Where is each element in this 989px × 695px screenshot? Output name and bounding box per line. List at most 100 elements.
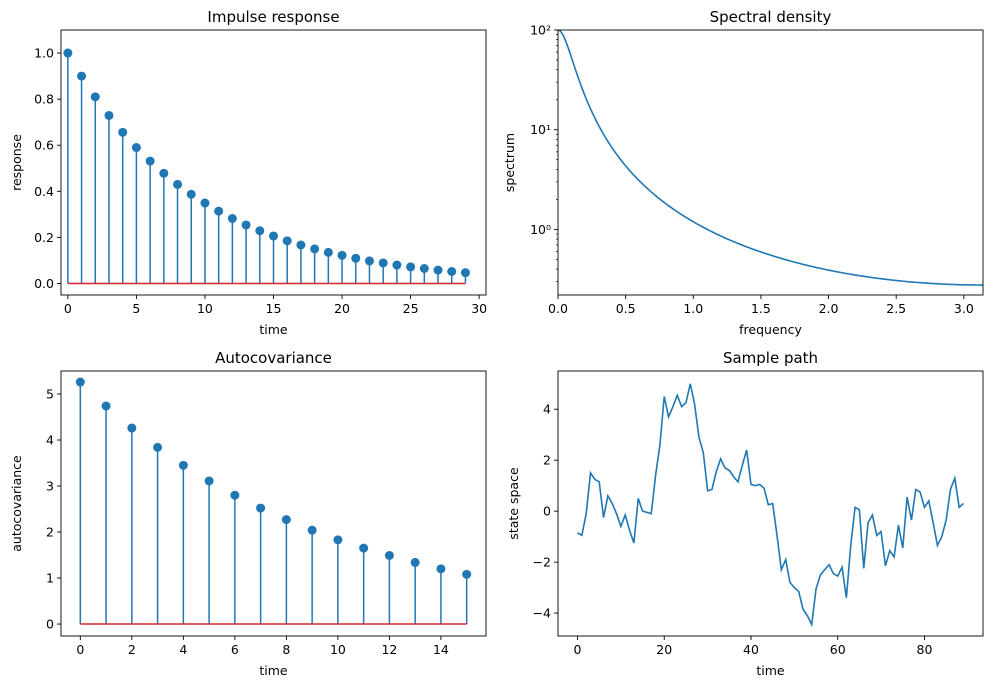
stem-marker <box>153 442 163 452</box>
y-axis-label: autocovariance <box>9 455 24 552</box>
stem-marker <box>204 476 214 486</box>
subplot-4: 0 20 40 60 80 −4 −2 0 2 4 Sample path time state spa… <box>506 349 984 678</box>
stem-marker <box>255 226 265 236</box>
stem-marker <box>337 250 347 260</box>
x-axis-label: time <box>756 663 785 678</box>
stem-marker <box>241 220 251 230</box>
x-axis-label: time <box>259 663 288 678</box>
stem-marker <box>227 213 237 223</box>
x-tick-label: 4 <box>179 642 187 657</box>
x-tick-label: 40 <box>743 642 759 657</box>
y-tick-label: 0.2 <box>34 230 54 245</box>
x-tick-label: 0 <box>76 642 84 657</box>
stem-marker <box>269 231 278 241</box>
plot-content <box>63 48 470 285</box>
stem-marker <box>77 71 87 81</box>
chart-title: Impulse response <box>207 8 339 26</box>
x-tick-label: 12 <box>381 642 397 657</box>
x-tick-label: 2.0 <box>819 301 839 316</box>
y-axis-label: spectrum <box>502 133 517 192</box>
y-tick-label: 10² <box>530 23 551 38</box>
stem-marker <box>75 377 85 387</box>
axes-frame <box>557 370 984 637</box>
stem-marker <box>351 253 361 263</box>
plot-content <box>75 377 472 625</box>
subplot-3: 0 2 4 6 8 10 12 14012345Autocovariancetimeautoc… <box>9 349 487 678</box>
stem-marker <box>323 247 333 257</box>
x-tick-label: 2.5 <box>886 301 906 316</box>
y-tick-label: 0.6 <box>34 138 54 153</box>
stem-marker <box>310 244 320 254</box>
y-tick-label: 10¹ <box>530 122 551 137</box>
x-axis-label: time <box>259 322 288 337</box>
x-tick-label: 0 <box>64 301 72 316</box>
stem-marker <box>419 264 429 273</box>
stem-marker <box>460 268 470 278</box>
plot-content <box>577 383 965 628</box>
x-tick-label: 5 <box>132 301 140 316</box>
stem-marker <box>63 48 73 58</box>
y-tick-label: 1 <box>46 571 54 586</box>
stem-marker <box>333 535 343 545</box>
stem-marker <box>101 401 111 411</box>
y-tick-label: 2 <box>543 453 551 468</box>
stem-marker <box>462 569 472 579</box>
stem-marker <box>364 256 374 266</box>
y-tick-label: 2 <box>46 525 54 540</box>
y-axis-label: response <box>9 134 24 191</box>
x-tick-label: 0.5 <box>616 301 636 316</box>
stem-marker <box>436 564 446 574</box>
sample-path-line <box>577 383 965 628</box>
y-tick-label: 10⁰ <box>530 222 551 237</box>
stem-marker <box>118 127 128 137</box>
subplot-2: 0.0 0.5 1.0 1.5 2.0 2.5 3.0 10⁰ 10¹ 10² Spectral d… <box>502 8 984 337</box>
x-tick-label: 3.0 <box>954 301 974 316</box>
y-tick-label: 0 <box>46 617 54 632</box>
y-tick-label: −2 <box>533 555 551 570</box>
spectrum-line <box>558 30 983 286</box>
y-tick-label: 0.0 <box>34 276 54 291</box>
stem-marker <box>173 179 183 189</box>
x-tick-label: 8 <box>282 642 290 657</box>
y-tick-label: 4 <box>46 433 54 448</box>
stem-marker <box>406 262 416 272</box>
y-tick-label: 4 <box>543 402 551 417</box>
x-tick-label: 1.0 <box>683 301 703 316</box>
stem-marker <box>131 143 141 153</box>
y-tick-label: 0.8 <box>34 92 54 107</box>
x-tick-label: 1.5 <box>751 301 771 316</box>
stem-marker <box>200 198 210 208</box>
y-tick-label: 0 <box>543 504 551 519</box>
y-tick-label: 1.0 <box>34 46 54 61</box>
chart-title: Autocovariance <box>215 349 332 367</box>
x-tick-label: 60 <box>830 642 846 657</box>
x-tick-label: 15 <box>266 301 282 316</box>
stem-marker <box>230 490 240 500</box>
chart-title: Spectral density <box>710 8 832 26</box>
x-tick-label: 20 <box>334 301 350 316</box>
x-tick-label: 0.0 <box>548 301 568 316</box>
stem-marker <box>214 206 224 216</box>
y-tick-label: 5 <box>46 387 54 402</box>
stem-marker <box>281 515 291 525</box>
stem-marker <box>359 543 369 553</box>
stem-marker <box>159 168 169 178</box>
stem-marker <box>307 525 317 535</box>
y-tick-label: 3 <box>46 479 54 494</box>
stem-marker <box>378 258 388 268</box>
x-tick-label: 10 <box>197 301 213 316</box>
y-tick-label: −4 <box>533 606 551 621</box>
x-tick-label: 30 <box>471 301 487 316</box>
x-tick-label: 20 <box>656 642 672 657</box>
stem-marker <box>256 503 266 513</box>
x-tick-label: 10 <box>330 642 346 657</box>
stem-marker <box>433 265 443 275</box>
stem-marker <box>392 260 402 270</box>
x-tick-label: 6 <box>231 642 239 657</box>
x-axis-label: frequency <box>739 322 802 337</box>
stem-marker <box>127 423 137 433</box>
stem-marker <box>282 236 292 246</box>
stem-marker <box>186 189 196 199</box>
x-tick-label: 0 <box>574 642 582 657</box>
